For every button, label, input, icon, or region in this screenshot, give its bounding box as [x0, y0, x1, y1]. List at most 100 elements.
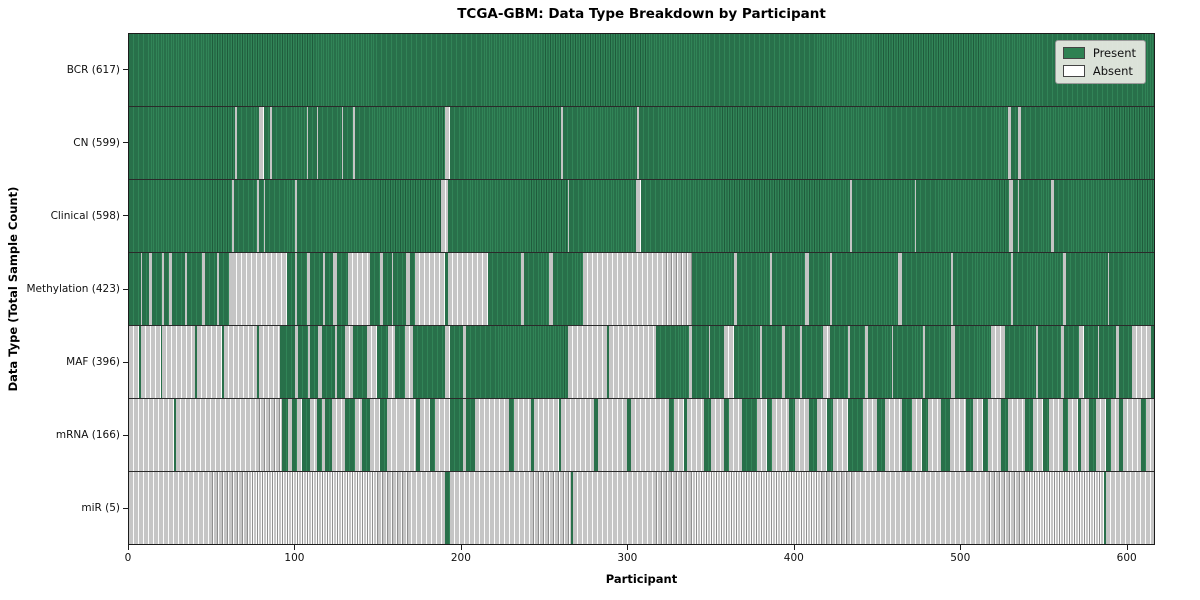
cell-run — [1009, 180, 1013, 252]
cell-run — [924, 326, 952, 398]
cell-run — [609, 326, 656, 398]
cell-run — [138, 326, 141, 398]
cell-run — [434, 399, 450, 471]
cell-run — [323, 253, 326, 325]
cell-run — [162, 326, 196, 398]
cell-run — [951, 253, 954, 325]
xtick-mark — [1126, 545, 1128, 550]
cell-run — [640, 180, 850, 252]
cell-run — [1054, 180, 1154, 252]
cell-run — [232, 253, 287, 325]
cell-run — [708, 326, 711, 398]
cell-run — [1017, 107, 1022, 179]
cell-run — [217, 253, 219, 325]
cell-run — [1119, 326, 1133, 398]
cell-run — [197, 326, 223, 398]
legend-present-swatch — [1062, 47, 1085, 59]
cell-run — [687, 399, 704, 471]
cell-run — [409, 253, 415, 325]
cell-run — [1110, 399, 1120, 471]
cell-run — [1021, 107, 1154, 179]
cell-run — [428, 326, 445, 398]
cell-run — [630, 399, 656, 471]
cell-run — [175, 399, 282, 471]
cell-run — [310, 253, 324, 325]
cell-run — [168, 253, 173, 325]
cell-run — [429, 399, 435, 471]
cell-run — [1097, 326, 1100, 398]
cell-run — [831, 253, 899, 325]
xtick-label-600: 600 — [1116, 552, 1137, 564]
cell-run — [466, 399, 475, 471]
cell-run — [788, 399, 796, 471]
xtick-label-300: 300 — [617, 552, 638, 564]
cell-run — [898, 253, 902, 325]
cell-run — [728, 399, 743, 471]
cell-run — [637, 107, 639, 179]
cell-run — [256, 326, 259, 398]
cell-run — [318, 326, 322, 398]
cell-run — [447, 180, 568, 252]
cell-run — [399, 399, 417, 471]
cell-run — [263, 107, 271, 179]
cell-run — [1037, 326, 1061, 398]
ytick-mark — [123, 507, 128, 509]
cell-run — [710, 399, 724, 471]
cell-run — [673, 399, 684, 471]
cell-run — [785, 326, 801, 398]
cell-run — [1067, 399, 1078, 471]
cell-run — [1012, 180, 1018, 252]
cell-run — [369, 253, 380, 325]
cell-run — [893, 326, 924, 398]
x-axis-title: Participant — [605, 572, 678, 586]
cell-run — [448, 253, 488, 325]
cell-run — [310, 326, 319, 398]
cell-run — [173, 399, 176, 471]
cell-run — [449, 107, 561, 179]
cell-run — [560, 399, 595, 471]
cell-run — [638, 107, 1008, 179]
cell-run — [414, 253, 445, 325]
legend-present-label: Present — [1092, 46, 1136, 60]
cell-run — [306, 107, 309, 179]
xtick-label-0: 0 — [124, 552, 132, 564]
ytick-mark — [123, 142, 128, 144]
cell-run — [1109, 253, 1155, 325]
cell-run — [202, 253, 206, 325]
heatmap-row-MAF — [129, 326, 1155, 399]
cell-run — [172, 253, 186, 325]
xtick-mark — [960, 545, 962, 550]
cell-run — [316, 107, 319, 179]
cell-run — [379, 399, 387, 471]
cell-run — [295, 253, 297, 325]
cell-run — [914, 180, 917, 252]
cell-run — [987, 399, 1002, 471]
xtick-label-200: 200 — [450, 552, 471, 564]
legend-absent-label: Absent — [1092, 64, 1133, 78]
cell-run — [1089, 399, 1096, 471]
cell-run — [848, 399, 864, 471]
cell-run — [376, 326, 389, 398]
cell-run — [489, 399, 510, 471]
cell-run — [923, 326, 925, 398]
xtick-label-500: 500 — [950, 552, 971, 564]
cell-run — [441, 180, 448, 252]
cell-run — [321, 326, 335, 398]
cell-run — [354, 107, 445, 179]
cell-run — [572, 472, 1105, 544]
cell-run — [318, 107, 342, 179]
cell-run — [1115, 326, 1120, 398]
cell-run — [354, 399, 362, 471]
cell-run — [404, 326, 414, 398]
cell-run — [1064, 326, 1080, 398]
cell-run — [916, 180, 1010, 252]
cell-run — [655, 399, 669, 471]
cell-run — [531, 399, 535, 471]
cell-run — [1007, 107, 1012, 179]
cell-run — [1004, 326, 1037, 398]
cell-run — [911, 399, 922, 471]
cell-run — [258, 107, 264, 179]
cell-run — [833, 399, 849, 471]
cell-run — [509, 399, 515, 471]
heatmap-row-Methylation — [129, 253, 1155, 326]
